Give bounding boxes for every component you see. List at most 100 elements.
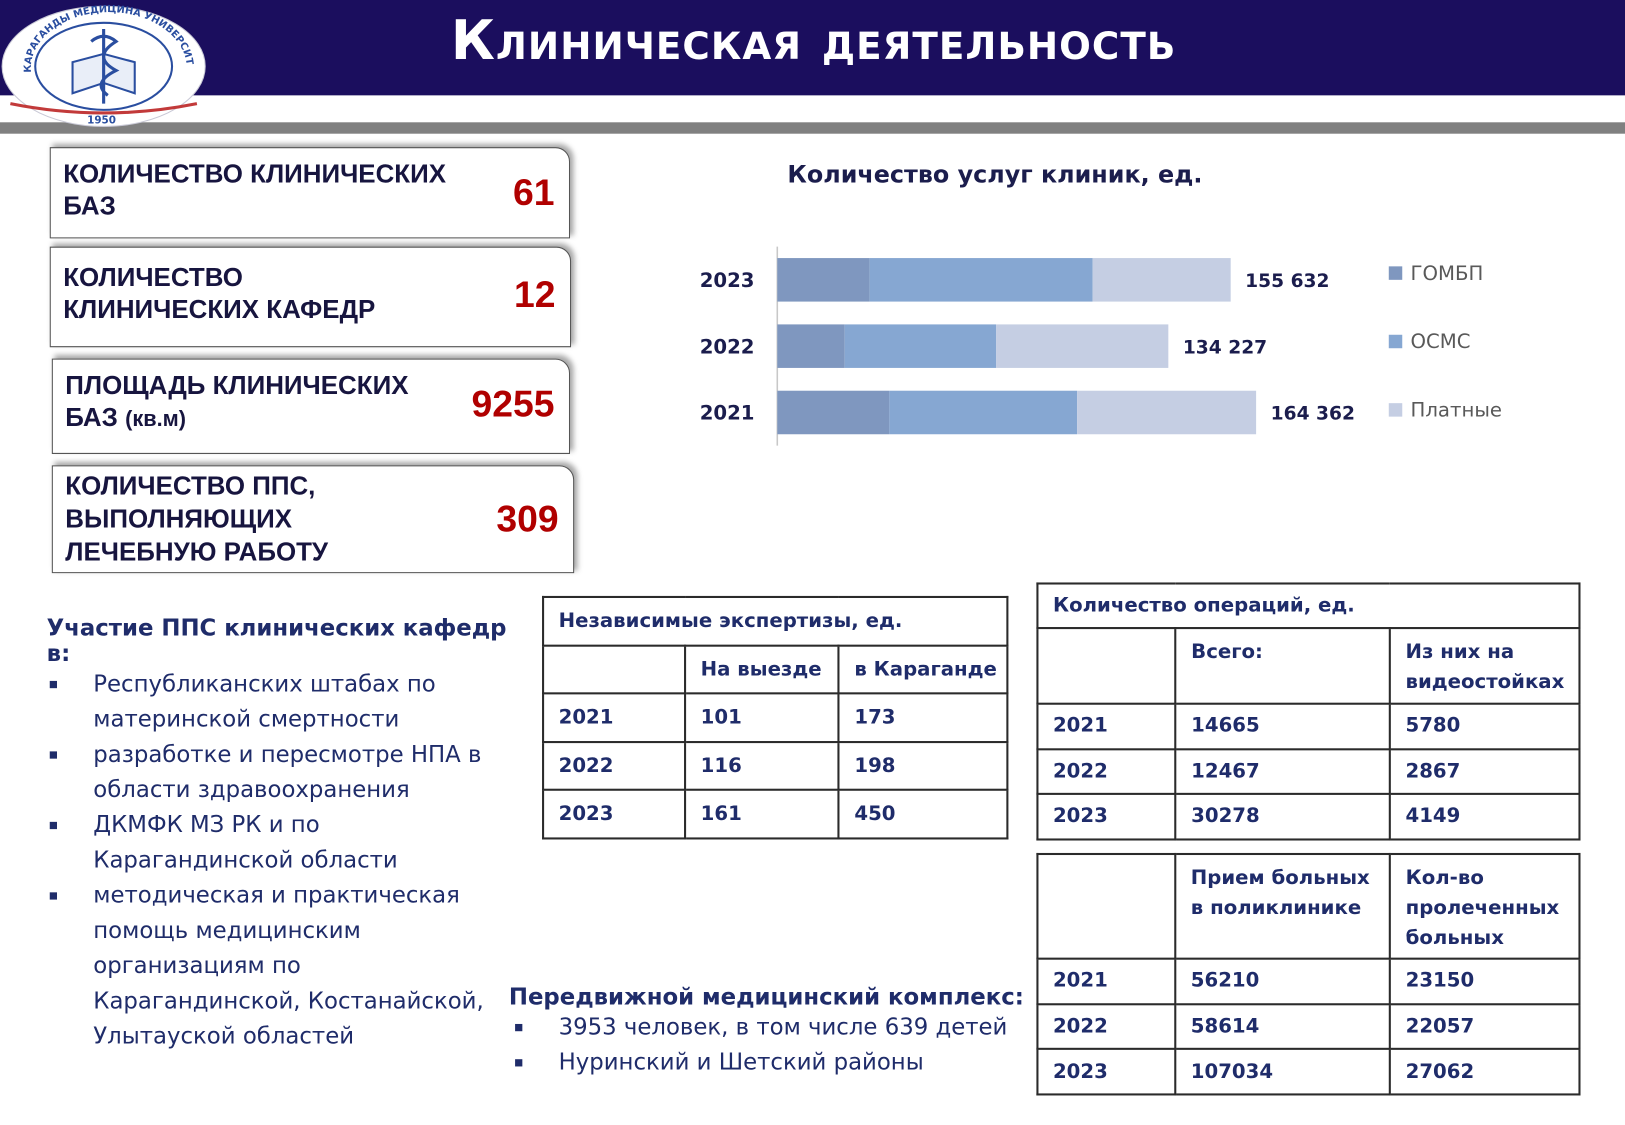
y-tick-label: 2023 <box>700 269 755 292</box>
data-table: Независимые экспертизы, ед. На выезде в Ка… <box>542 595 1009 840</box>
table-cell: 2023 <box>1036 792 1177 840</box>
bullet-item: Республиканских штабах по материнской см… <box>47 667 513 737</box>
stat-card: ПЛОЩАДЬ КЛИНИЧЕСКИХ БАЗ (кв.м) 9255 <box>51 358 571 454</box>
table-row: 2021 14665 5780 <box>1036 702 1581 750</box>
header-cell: Прием больных в поликлинике <box>1174 852 1392 960</box>
card-label: КОЛИЧЕСТВО КЛИНИЧЕСКИХ БАЗ <box>63 159 447 221</box>
table-row: 2023 30278 4149 <box>1036 792 1581 840</box>
header-row: Прием больных в поликлинике Кол-во пролеч… <box>1036 852 1581 960</box>
header-row: На выезде в Караганде <box>542 644 1009 695</box>
data-table: Прием больных в поликлинике Кол-во пролеч… <box>1036 852 1581 1096</box>
divider <box>0 122 1625 134</box>
chart: Количество услуг клиник, ед. 2023 155 632… <box>700 160 1502 446</box>
table-cell: 2022 <box>1036 747 1177 795</box>
page-title: Клиническая деятельность <box>450 10 1177 73</box>
header-cell <box>542 644 687 695</box>
stat-card: КОЛИЧЕСТВО КЛИНИЧЕСКИХ БАЗ 61 <box>49 147 571 239</box>
table-cell: 2021 <box>1036 957 1177 1005</box>
table-cell: 198 <box>837 740 1009 792</box>
header-cell: На выезде <box>684 644 840 695</box>
card-label-text: ПЛОЩАДЬ КЛИНИЧЕСКИХ БАЗ <box>65 371 409 433</box>
logo-year: 1950 <box>87 114 116 126</box>
legend-swatch <box>1388 334 1403 349</box>
bar-segment <box>844 324 997 368</box>
bar-segment <box>777 324 845 368</box>
table-cell: 2023 <box>1036 1048 1177 1096</box>
table-cell: 116 <box>684 740 840 792</box>
legend-swatch <box>1388 266 1403 280</box>
card-label: КОЛИЧЕСТВО КЛИНИЧЕСКИХ КАФЕДР <box>63 263 376 325</box>
legend-label: Платные <box>1411 399 1502 422</box>
total-label: 164 362 <box>1271 404 1355 425</box>
title-row: Независимые экспертизы, ед. <box>542 595 1009 647</box>
section-title: Передвижной медицинский комплекс: <box>508 984 1024 1011</box>
table-cell: 23150 <box>1389 957 1581 1005</box>
bar-segment <box>889 390 1078 435</box>
header-cell <box>1036 852 1177 960</box>
table-row: 2023 107034 27062 <box>1036 1048 1581 1096</box>
bullet-list: Республиканских штабах по материнской см… <box>47 667 513 1055</box>
stat-card: КОЛИЧЕСТВО ППС, ВЫПОЛНЯЮЩИХ ЛЕЧЕБНУЮ РАБ… <box>51 465 575 574</box>
bar-segment <box>1077 390 1257 435</box>
table-cell: 4149 <box>1388 792 1581 840</box>
total-label: 155 632 <box>1245 271 1329 292</box>
card-label: ПЛОЩАДЬ КЛИНИЧЕСКИХ БАЗ (кв.м) <box>65 370 448 435</box>
table-row: 2022 12467 2867 <box>1036 747 1581 795</box>
logo: КАРАГАНДЫ МЕДИЦИНА УНИВЕРСИТЕТІ 1950 <box>0 0 206 127</box>
table-cell: 2021 <box>542 692 687 743</box>
table-cell: 58614 <box>1174 1002 1392 1051</box>
table-cell: 27062 <box>1389 1048 1581 1096</box>
table-row: 2021 56210 23150 <box>1036 957 1581 1005</box>
legend-swatch <box>1388 403 1403 417</box>
card-value: 309 <box>496 497 559 540</box>
table-cell: 173 <box>837 692 1009 743</box>
bar-segment <box>996 324 1169 368</box>
card-unit: (кв.м) <box>125 407 187 432</box>
bullet-item: Нуринский и Шетский районы <box>512 1046 1027 1081</box>
y-tick-label: 2021 <box>700 402 755 425</box>
table-cell: 30278 <box>1174 792 1391 840</box>
table-cell: 22057 <box>1389 1002 1581 1051</box>
table-cell: 101 <box>684 692 840 743</box>
table-cell: 161 <box>684 789 840 840</box>
table-row: 2021 101 173 <box>542 692 1009 743</box>
chart-title: Количество услуг клиник, ед. <box>787 160 1202 188</box>
table-cell: 5780 <box>1388 702 1581 750</box>
table-cell: 2021 <box>1036 702 1177 750</box>
participation: Участие ППС клинических кафедр в: Респуб… <box>47 616 513 1055</box>
bar-segment <box>777 390 890 435</box>
bullet-item: 3953 человек, в том числе 639 детей <box>512 1010 1027 1045</box>
table-cell: 14665 <box>1174 702 1391 750</box>
table-cell: 2023 <box>542 789 687 840</box>
table-row: 2022 58614 22057 <box>1036 1002 1581 1051</box>
table-cell: 450 <box>837 789 1009 840</box>
title-row: Количество операций, ед. <box>1036 582 1581 630</box>
header-cell: в Караганде <box>837 644 1009 695</box>
header-cell: Кол-во пролеченных больных <box>1389 852 1581 960</box>
bullet-item: разработке и пересмотре НПА в области зд… <box>47 738 513 808</box>
table-cell: 107034 <box>1174 1048 1392 1096</box>
table-row: 2022 116 198 <box>542 740 1009 792</box>
table-cell: 12467 <box>1174 747 1391 795</box>
card-label: КОЛИЧЕСТВО ППС, ВЫПОЛНЯЮЩИХ ЛЕЧЕБНУЮ РАБ… <box>65 471 329 567</box>
table-cell: 2867 <box>1388 747 1581 795</box>
header-band <box>0 0 1625 96</box>
table-cell: 2022 <box>542 740 687 792</box>
bullet-item: ДКМФК МЗ РК и по Карагандинской области <box>47 808 513 878</box>
bar-segment <box>869 258 1093 302</box>
bar-segment <box>777 258 870 302</box>
card-value: 12 <box>514 272 556 316</box>
legend-label: ГОМБП <box>1411 262 1484 285</box>
header-cell: Всего: <box>1174 627 1391 705</box>
header-cell <box>1036 627 1177 705</box>
stat-card: КОЛИЧЕСТВО КЛИНИЧЕСКИХ КАФЕДР 12 <box>49 246 572 348</box>
total-label: 134 227 <box>1183 337 1267 358</box>
bar-segment <box>1092 258 1231 302</box>
table-cell: 2022 <box>1036 1002 1177 1051</box>
table-cell: 56210 <box>1174 957 1392 1005</box>
data-table: Количество операций, ед. Всего: Из них на … <box>1036 582 1581 840</box>
table-row: 2023 161 450 <box>542 789 1009 840</box>
